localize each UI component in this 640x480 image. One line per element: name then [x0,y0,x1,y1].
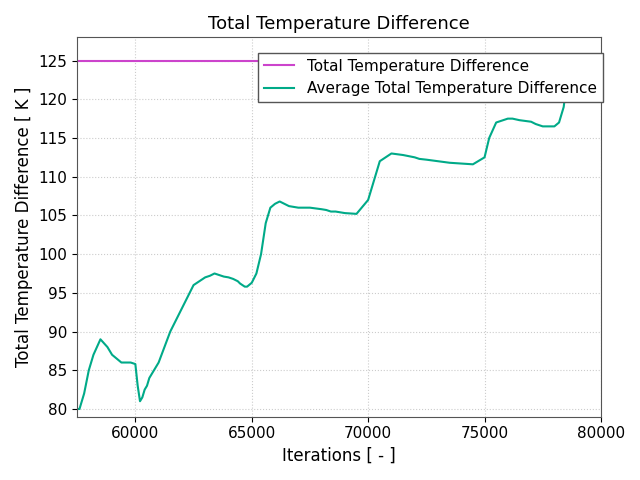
Average Total Temperature Difference [74,406,81,412]
Average Total Temperature Difference [567,83,575,88]
Average Total Temperature Difference [276,199,284,204]
Average Total Temperature Difference [225,275,232,280]
Average Total Temperature Difference [564,81,572,87]
Y-axis label: Total Temperature Difference [ K ]: Total Temperature Difference [ K ] [15,87,33,367]
Average Total Temperature Difference [206,273,214,279]
Average Total Temperature Difference [136,398,144,404]
Average Total Temperature Difference [597,89,605,95]
Line: Average Total Temperature Difference: Average Total Temperature Difference [77,84,601,409]
Legend: Total Temperature Difference, Average Total Temperature Difference: Total Temperature Difference, Average To… [258,53,603,102]
Title: Total Temperature Difference: Total Temperature Difference [208,15,470,33]
Average Total Temperature Difference [211,271,218,276]
X-axis label: Iterations [ - ]: Iterations [ - ] [282,447,396,465]
